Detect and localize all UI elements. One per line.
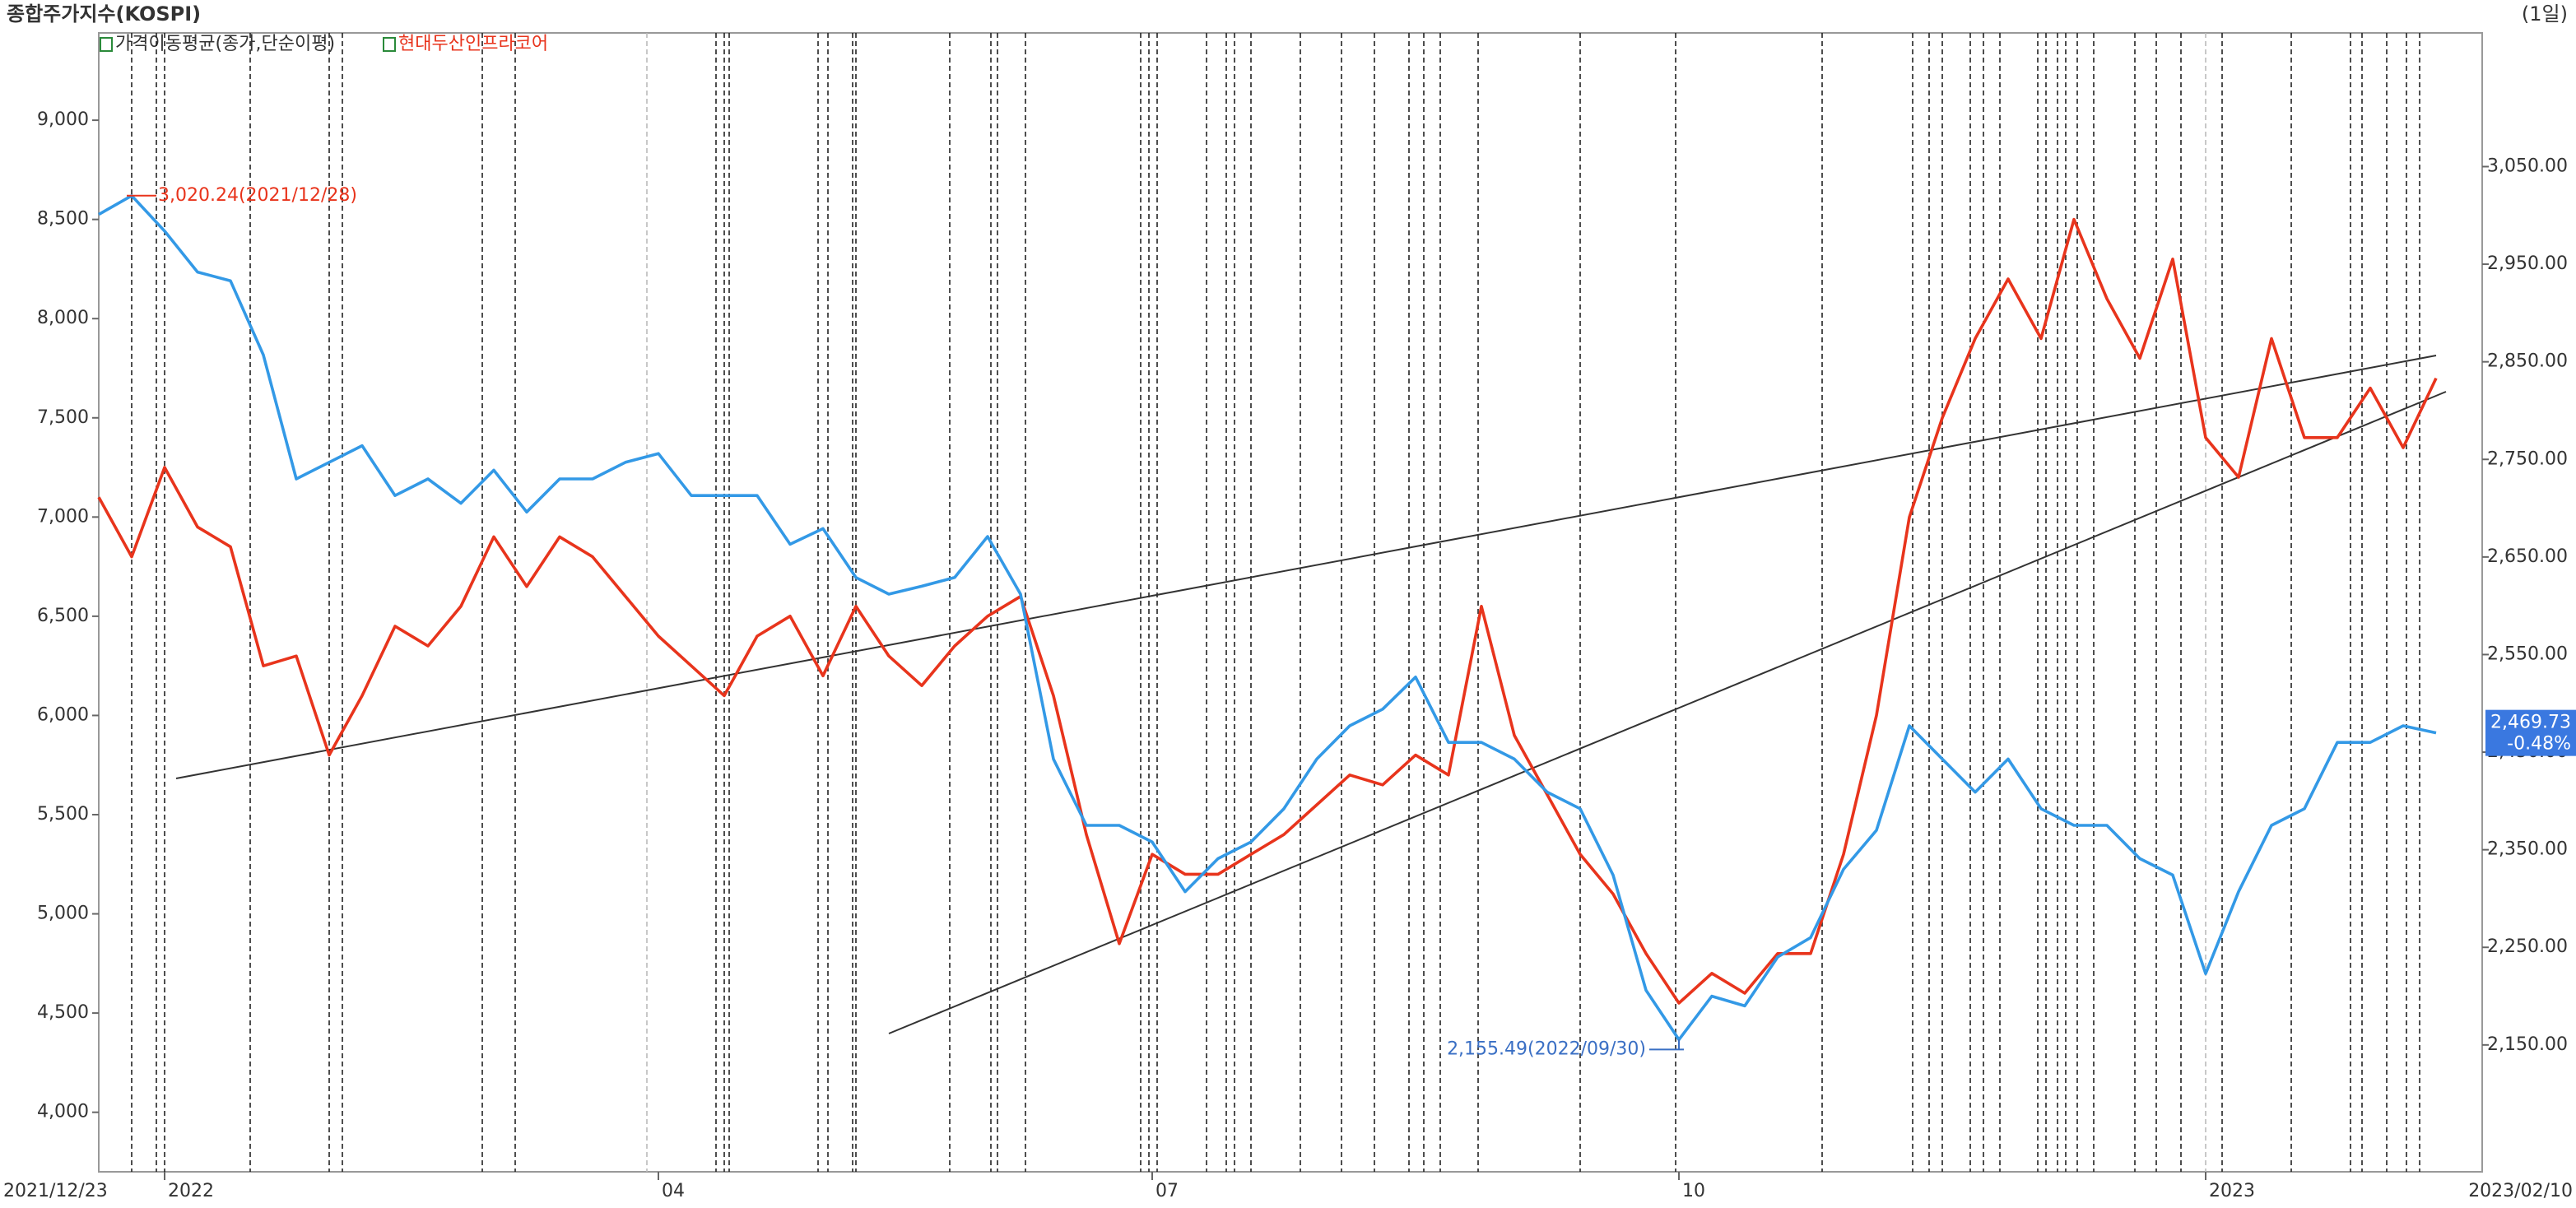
x-tick-label: 2021/12/23 [3, 1181, 108, 1201]
plot-frame [98, 32, 2483, 1173]
y2-tick-label: 3,050.00 [2487, 156, 2568, 176]
y-tick-label: 7,000 [37, 506, 89, 527]
trend-line[interactable] [888, 391, 2447, 1034]
series-line[interactable] [98, 194, 2437, 1042]
last-value: 2,469.73 [2490, 713, 2571, 733]
y2-tick-label: 2,150.00 [2487, 1034, 2568, 1055]
x-tick-label: 2023 [2209, 1181, 2255, 1201]
x-tick-label: 2023/02/10 [2468, 1181, 2573, 1201]
chart-title: 종합주가지수(KOSPI) [7, 2, 201, 26]
y-tick-label: 5,000 [37, 904, 89, 924]
series-line[interactable] [97, 217, 2438, 1005]
legend-item[interactable]: 현대두산인프라코어 [398, 34, 548, 54]
min-label: 2,155.49(2022/09/30) [1447, 1038, 1646, 1059]
y2-tick-label: 2,750.00 [2487, 448, 2568, 469]
x-tick-label: 04 [662, 1181, 685, 1201]
max-label: 3,020.24(2021/12/28) [158, 185, 357, 206]
x-tick-label: 07 [1155, 1181, 1179, 1201]
y2-tick-label: 2,550.00 [2487, 643, 2568, 664]
last-value-box [2485, 709, 2576, 756]
y-tick-label: 7,500 [37, 407, 89, 428]
trend-line[interactable] [175, 355, 2437, 779]
y2-tick-label: 2,650.00 [2487, 546, 2568, 567]
y-tick-label: 4,500 [37, 1002, 89, 1023]
legend-item[interactable]: 가격이동평균(종가,단순이평) [115, 34, 335, 54]
y-tick-label: 6,500 [37, 606, 89, 626]
legend-icon[interactable] [383, 37, 396, 52]
y2-tick-label: 2,250.00 [2487, 936, 2568, 957]
x-tick-label: 2022 [168, 1181, 214, 1201]
y-tick-label: 4,000 [37, 1102, 89, 1122]
y2-tick-label: 2,850.00 [2487, 351, 2568, 372]
y-tick-label: 8,000 [37, 308, 89, 328]
y-tick-label: 6,000 [37, 704, 89, 725]
period: (1일) [2522, 2, 2568, 26]
x-tick-label: 10 [1682, 1181, 1705, 1201]
y-tick-label: 8,500 [37, 209, 89, 230]
y2-tick-label: 2,350.00 [2487, 839, 2568, 860]
y-tick-label: 5,500 [37, 804, 89, 825]
y-tick-label: 9,000 [37, 109, 89, 130]
marker-lines [131, 33, 2420, 1172]
y2-tick-label: 2,950.00 [2487, 253, 2568, 274]
legend-icon[interactable] [100, 37, 113, 52]
last-change: -0.48% [2507, 734, 2571, 755]
